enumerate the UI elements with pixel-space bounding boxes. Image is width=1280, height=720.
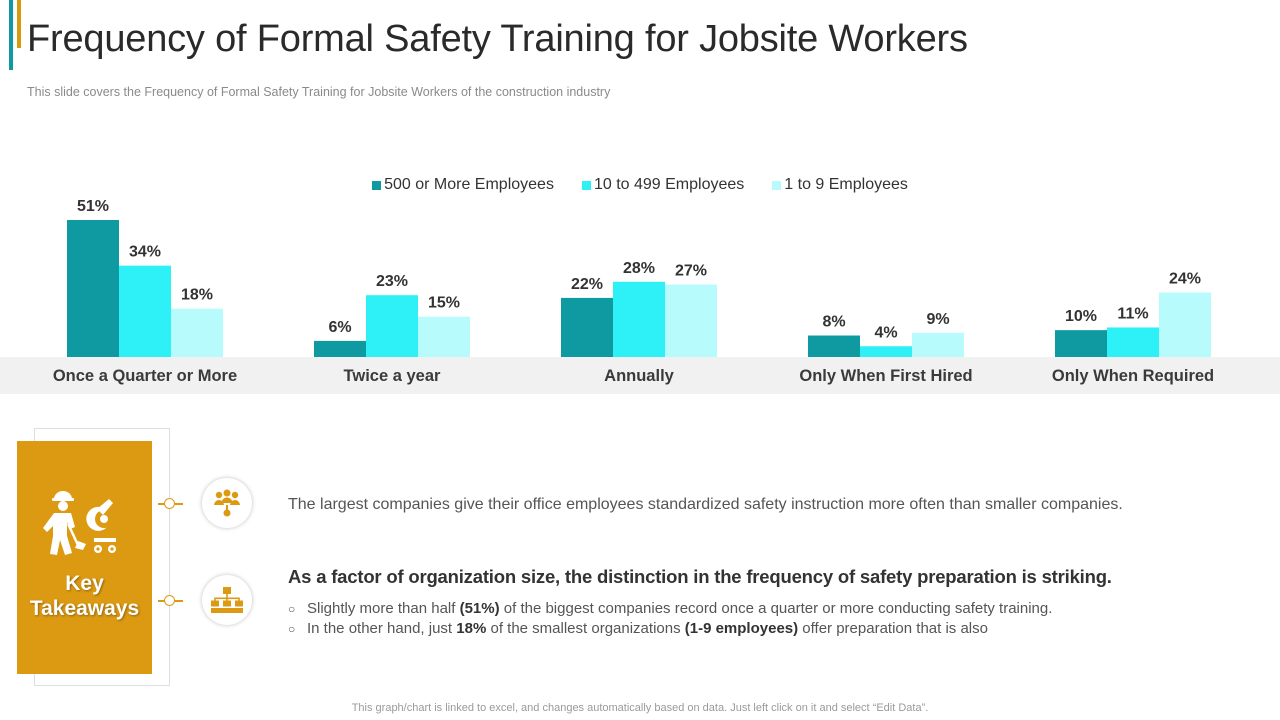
bar-twice-a-year-500-or-more-employees (314, 340, 366, 357)
legend-label-large: 500 or More Employees (384, 176, 554, 193)
key-takeaways-line2: Takeaways (29, 597, 140, 620)
data-label-once-a-quarter-or-more-10-to-499-employees: 34% (129, 244, 161, 261)
takeaway-bullet-2: ○ In the other hand, just 18% of the sma… (288, 619, 1052, 639)
connector-dot-2 (164, 595, 175, 606)
takeaway-bullet-1: ○ Slightly more than half (51%) of the b… (288, 599, 1052, 619)
bar-only-when-first-hired-10-to-499-employees (860, 346, 912, 357)
hierarchy-icon (211, 587, 243, 613)
bar-only-when-required-10-to-499-employees (1107, 327, 1159, 357)
category-label-once-a-quarter-or-more: Once a Quarter or More (53, 367, 237, 385)
connector-line-1 (158, 503, 166, 505)
data-label-once-a-quarter-or-more-1-to-9-employees: 18% (181, 287, 213, 304)
connector-dot-1 (164, 498, 175, 509)
data-label-only-when-first-hired-1-to-9-employees: 9% (926, 311, 949, 328)
data-label-once-a-quarter-or-more-500-or-more-employees: 51% (77, 198, 109, 215)
team-icon-circle (202, 478, 252, 528)
bar-twice-a-year-1-to-9-employees (418, 316, 470, 357)
connector-line-3 (158, 600, 166, 602)
key-takeaways-line1: Key (65, 572, 104, 595)
accent-bar-teal (9, 0, 13, 70)
page-subtitle: This slide covers the Frequency of Forma… (27, 85, 611, 99)
bullet-1-bold: (51%) (459, 600, 500, 617)
bullet-2-bold-group: (1-9 employees) (684, 620, 799, 637)
takeaway-point-2-heading: As a factor of organization size, the di… (288, 566, 1112, 587)
data-label-only-when-required-10-to-499-employees: 11% (1117, 305, 1148, 322)
category-label-twice-a-year: Twice a year (344, 367, 442, 385)
data-label-annually-10-to-499-employees: 28% (623, 260, 655, 277)
chart-legend: 500 or More Employees 10 to 499 Employee… (0, 176, 1280, 194)
bar-only-when-first-hired-500-or-more-employees (808, 335, 860, 357)
legend-label-medium: 10 to 499 Employees (593, 176, 745, 193)
bullet-1-text: Slightly more than half (51%) of the big… (307, 599, 1052, 619)
data-label-twice-a-year-1-to-9-employees: 15% (428, 295, 460, 312)
bar-once-a-quarter-or-more-1-to-9-employees (171, 308, 223, 357)
data-label-only-when-required-500-or-more-employees: 10% (1065, 308, 1097, 325)
bar-only-when-required-1-to-9-employees (1159, 292, 1211, 357)
bar-annually-1-to-9-employees (665, 284, 717, 357)
data-label-only-when-required-1-to-9-employees: 24% (1169, 271, 1201, 288)
data-label-twice-a-year-500-or-more-employees: 6% (328, 319, 351, 336)
accent-bar-gold (17, 0, 21, 48)
takeaway-point-1: The largest companies give their office … (288, 496, 1123, 513)
connector-line-4 (175, 600, 183, 602)
bullet-2-bold-percent: 18% (456, 620, 487, 637)
bullet-2-text: In the other hand, just 18% of the small… (307, 619, 988, 639)
data-label-annually-1-to-9-employees: 27% (675, 262, 707, 279)
bullet-2-before: In the other hand, just (307, 620, 457, 637)
bullet-2-middle: of the smallest organizations (486, 620, 685, 637)
takeaway-bullets: ○ Slightly more than half (51%) of the b… (288, 599, 1052, 639)
legend-label-small: 1 to 9 Employees (784, 176, 908, 193)
data-label-twice-a-year-10-to-499-employees: 23% (376, 273, 408, 290)
footnote: This graph/chart is linked to excel, and… (351, 702, 929, 714)
bullet-1-before: Slightly more than half (307, 600, 460, 617)
legend-item-medium: 10 to 499 Employees (581, 176, 745, 194)
bar-once-a-quarter-or-more-500-or-more-employees (67, 220, 119, 357)
legend-swatch-medium (581, 180, 591, 190)
page-title: Frequency of Formal Safety Training for … (27, 18, 968, 60)
legend-item-small: 1 to 9 Employees (772, 176, 908, 194)
bullet-marker: ○ (288, 622, 296, 636)
bullet-marker: ○ (288, 602, 296, 616)
bullet-2-after: offer preparation that is also (798, 620, 988, 637)
category-band (0, 357, 1280, 394)
hierarchy-icon-circle (202, 575, 252, 625)
bar-chart: 51% 34% 18% Once a Quarter or More 6% 23% 15% T… (53, 198, 1214, 385)
legend-swatch-large (372, 180, 382, 190)
category-label-only-when-required: Only When Required (1052, 367, 1214, 385)
legend-item-large: 500 or More Employees (372, 176, 554, 194)
bar-only-when-first-hired-1-to-9-employees (912, 332, 964, 357)
category-label-annually: Annually (604, 367, 674, 385)
team-icon (214, 489, 240, 517)
bar-annually-10-to-499-employees (613, 281, 665, 357)
worker-icon (43, 491, 116, 555)
legend-swatch-small (772, 180, 782, 190)
connector-line-2 (175, 503, 183, 505)
data-label-only-when-first-hired-10-to-499-employees: 4% (874, 324, 897, 341)
category-label-only-when-first-hired: Only When First Hired (799, 367, 972, 385)
key-takeaways-card: Key Takeaways (17, 441, 152, 674)
key-takeaways-title: Key Takeaways (17, 571, 152, 621)
bar-only-when-required-500-or-more-employees (1055, 330, 1107, 357)
data-label-only-when-first-hired-500-or-more-employees: 8% (822, 314, 845, 331)
bar-annually-500-or-more-employees (561, 297, 613, 357)
data-label-annually-500-or-more-employees: 22% (571, 276, 603, 293)
bar-twice-a-year-10-to-499-employees (366, 295, 418, 357)
bar-once-a-quarter-or-more-10-to-499-employees (119, 265, 171, 357)
bullet-1-after: of the biggest companies record once a q… (499, 600, 1053, 617)
